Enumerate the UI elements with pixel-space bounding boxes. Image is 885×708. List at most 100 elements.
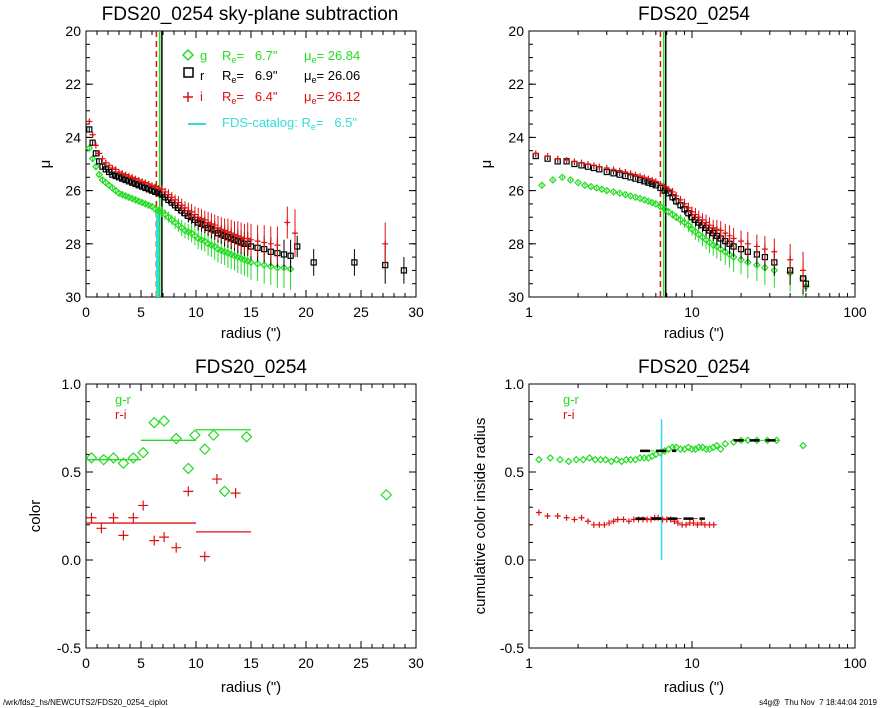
data-point bbox=[672, 213, 681, 222]
data-point bbox=[598, 185, 606, 194]
data-point bbox=[649, 176, 656, 183]
data-point bbox=[224, 228, 231, 235]
data-point bbox=[158, 415, 170, 427]
data-point bbox=[380, 489, 393, 501]
y-tick-label: 28 bbox=[508, 236, 524, 252]
data-point bbox=[574, 178, 582, 187]
legend-i-re-sub: e bbox=[231, 96, 236, 106]
data-point bbox=[694, 521, 701, 528]
data-point bbox=[122, 171, 129, 178]
panel-3-legend-gr: g-r bbox=[115, 392, 132, 407]
data-point bbox=[109, 164, 116, 171]
legend-i-name: i bbox=[200, 89, 203, 104]
data-point bbox=[729, 253, 738, 261]
data-point bbox=[690, 520, 697, 527]
y-tick-label: 0.0 bbox=[505, 552, 525, 568]
y-tick-label: 0.5 bbox=[505, 464, 525, 480]
legend-catalog-sub: e bbox=[311, 122, 316, 132]
data-point bbox=[563, 157, 570, 164]
panel-3-legend-ri: r-i bbox=[115, 407, 127, 422]
data-point bbox=[208, 220, 215, 227]
data-point bbox=[622, 168, 629, 175]
data-point bbox=[709, 241, 718, 249]
data-point bbox=[554, 155, 561, 162]
data-point bbox=[620, 516, 627, 523]
data-point bbox=[644, 197, 653, 206]
data-point bbox=[535, 455, 543, 464]
series-r-i bbox=[86, 474, 251, 562]
data-point bbox=[129, 174, 136, 181]
legend-g-re-val: = 6.7" bbox=[236, 48, 277, 63]
y-tick-label: 24 bbox=[65, 129, 81, 145]
y-tick-label: 20 bbox=[65, 23, 81, 39]
data-point bbox=[183, 486, 194, 497]
data-point bbox=[596, 521, 603, 528]
y-tick-label: 22 bbox=[65, 76, 81, 92]
data-point bbox=[132, 175, 139, 182]
data-point bbox=[221, 227, 228, 234]
data-point bbox=[616, 167, 623, 174]
legend-catalog-label: FDS-catalog: R bbox=[222, 115, 311, 130]
data-point bbox=[231, 231, 238, 238]
data-point bbox=[665, 186, 672, 193]
data-point bbox=[685, 204, 692, 211]
data-point bbox=[195, 214, 202, 221]
panel-3-xlabel: radius (") bbox=[221, 679, 281, 696]
x-tick-label: 25 bbox=[353, 655, 369, 671]
data-point bbox=[596, 455, 605, 464]
data-point bbox=[142, 179, 149, 186]
data-point bbox=[109, 171, 116, 178]
legend-i-row: i Re= 6.4" μe= 26.12 bbox=[183, 89, 360, 106]
legend-g-re-sub: e bbox=[231, 55, 236, 65]
data-point bbox=[743, 258, 752, 267]
data-point bbox=[148, 416, 161, 429]
data-point bbox=[106, 162, 113, 169]
y-tick-label: 1.0 bbox=[505, 376, 525, 392]
data-point bbox=[578, 514, 585, 521]
x-tick-label: 1 bbox=[525, 304, 533, 320]
legend-r-name: r bbox=[200, 68, 205, 83]
data-point bbox=[636, 194, 644, 203]
data-point bbox=[753, 243, 760, 250]
data-point bbox=[694, 230, 703, 239]
data-point bbox=[606, 520, 613, 527]
data-point bbox=[162, 188, 169, 195]
data-point bbox=[199, 551, 210, 562]
data-point bbox=[211, 474, 222, 485]
data-point bbox=[717, 227, 724, 234]
x-tick-label: 20 bbox=[298, 655, 314, 671]
data-point bbox=[86, 126, 93, 133]
data-point bbox=[112, 166, 119, 173]
data-point bbox=[172, 196, 179, 203]
data-point bbox=[601, 455, 610, 464]
legend-g-mu-label: μ bbox=[304, 48, 312, 63]
y-tick-label: 30 bbox=[508, 289, 524, 305]
panel-4-xlabel: radius (") bbox=[664, 679, 724, 696]
data-point bbox=[168, 194, 175, 201]
data-point bbox=[116, 168, 122, 175]
data-point bbox=[626, 192, 635, 200]
panel-1: FDS20_0254 sky-plane subtraction 0 5 10 15 2… bbox=[37, 4, 424, 342]
legend-r-re-sub: e bbox=[231, 75, 236, 85]
data-point bbox=[578, 159, 585, 166]
panel-4-ylabel: cumulative color inside radius bbox=[472, 418, 489, 615]
data-point bbox=[351, 259, 358, 266]
data-point bbox=[621, 190, 630, 199]
x-tick-label: 30 bbox=[408, 655, 424, 671]
data-point bbox=[198, 443, 211, 455]
x-tick-label: 0 bbox=[82, 304, 90, 320]
data-point bbox=[118, 530, 129, 541]
data-point bbox=[738, 238, 745, 245]
data-point bbox=[188, 208, 195, 215]
data-point bbox=[691, 445, 700, 453]
data-point bbox=[532, 150, 539, 157]
data-point bbox=[580, 181, 589, 190]
panel-3: FDS20_0254 0 5 10 15 20 25 30 -0.5 0.0 0.5 1.0 rad… bbox=[27, 357, 424, 696]
data-point bbox=[247, 258, 255, 267]
legend-g-mu-sub: e bbox=[312, 55, 317, 65]
y-tick-label: -0.5 bbox=[57, 640, 81, 656]
legend-r-row: r Re= 6.9" μe= 26.06 bbox=[183, 67, 360, 85]
data-point bbox=[677, 196, 684, 203]
legend-g-mu-val: = 26.84 bbox=[317, 48, 361, 63]
